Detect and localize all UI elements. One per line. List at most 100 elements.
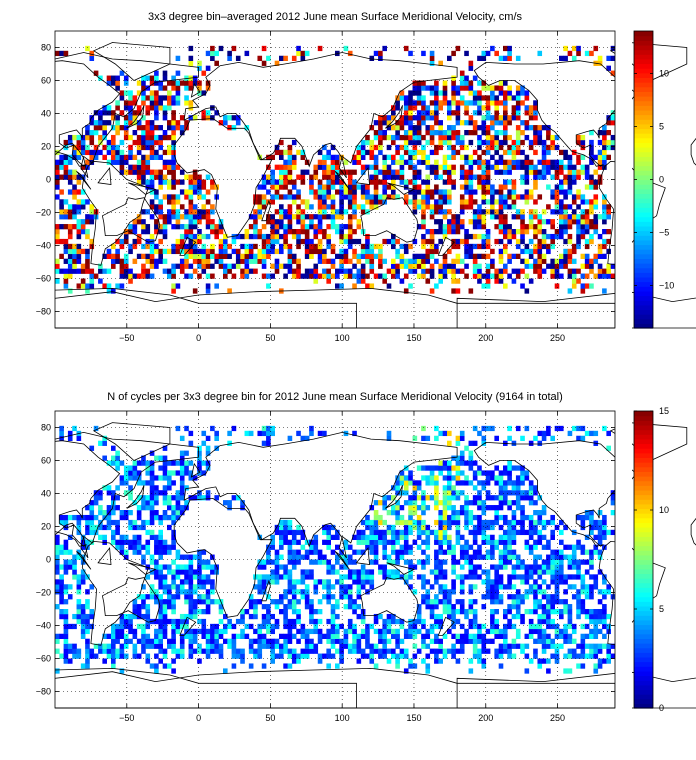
heatmap-bin (391, 653, 396, 659)
heatmap-bin (287, 544, 293, 550)
heatmap-bin (154, 100, 159, 106)
heatmap-bin (270, 539, 275, 545)
heatmap-bin (102, 144, 107, 151)
heatmap-bin (145, 658, 151, 664)
heatmap-bin (434, 219, 439, 225)
heatmap-bin (468, 130, 474, 136)
heatmap-bin (93, 130, 99, 136)
heatmap-bin (455, 258, 461, 264)
heatmap-bin (459, 623, 465, 630)
heatmap-bin (610, 529, 616, 536)
heatmap-bin (132, 549, 138, 555)
heatmap-bin (485, 549, 491, 555)
colorbar-segment (634, 323, 653, 329)
heatmap-bin (373, 648, 379, 654)
heatmap-bin (248, 224, 254, 230)
heatmap-bin (373, 253, 379, 259)
heatmap-bin (274, 268, 280, 274)
heatmap-bin (296, 189, 301, 195)
heatmap-bin (438, 618, 443, 625)
heatmap-bin (442, 268, 448, 274)
heatmap-bin (162, 609, 168, 615)
heatmap-bin (589, 263, 594, 269)
heatmap-bin (416, 505, 422, 511)
heatmap-bin (240, 628, 245, 635)
heatmap-bin (382, 554, 387, 560)
heatmap-bin (511, 554, 517, 560)
heatmap-bin (270, 569, 275, 575)
heatmap-bin (511, 604, 517, 610)
heatmap-bin (167, 194, 172, 200)
heatmap-bin (391, 194, 396, 200)
heatmap-bin (270, 638, 275, 644)
heatmap-bin (434, 105, 439, 111)
heatmap-bin (63, 584, 69, 590)
heatmap-bin (485, 229, 491, 235)
heatmap-bin (231, 653, 237, 659)
heatmap-bin (192, 204, 198, 210)
heatmap-bin (421, 224, 426, 230)
heatmap-bin (451, 263, 456, 269)
heatmap-bin (347, 199, 353, 205)
heatmap-bin (537, 268, 543, 274)
heatmap-bin (511, 253, 517, 259)
heatmap-bin (67, 174, 73, 180)
heatmap-bin (80, 628, 86, 635)
colorbar-segment (634, 276, 653, 283)
heatmap-bin (511, 500, 517, 506)
heatmap-bin (89, 214, 95, 220)
heatmap-bin (459, 204, 465, 210)
heatmap-bin (214, 50, 219, 57)
heatmap-bin (408, 584, 413, 590)
heatmap-bin (481, 164, 487, 170)
heatmap-bin (490, 589, 495, 595)
heatmap-bin (593, 184, 599, 190)
heatmap-bin (477, 529, 482, 536)
heatmap-bin (494, 594, 499, 600)
heatmap-bin (455, 149, 461, 156)
heatmap-bin (145, 154, 151, 160)
heatmap-bin (464, 144, 469, 151)
heatmap-bin (593, 618, 599, 625)
heatmap-bin (145, 258, 151, 264)
heatmap-bin (399, 648, 405, 654)
heatmap-bin (507, 134, 512, 141)
heatmap-bin (55, 633, 60, 639)
heatmap-bin (378, 273, 383, 279)
heatmap-bin (589, 524, 594, 531)
heatmap-bin (300, 633, 306, 639)
heatmap-bin (179, 125, 185, 131)
colorbar-segment (634, 286, 653, 292)
heatmap-bin (111, 534, 116, 540)
heatmap-bin (490, 495, 495, 501)
heatmap-bin (416, 224, 422, 230)
heatmap-bin (416, 115, 422, 121)
heatmap-bin (378, 500, 383, 506)
heatmap-bin (188, 263, 194, 269)
heatmap-bin (528, 574, 534, 580)
heatmap-bin (498, 189, 504, 195)
heatmap-bin (227, 50, 232, 57)
heatmap-bin (472, 584, 478, 590)
heatmap-bin (378, 130, 383, 136)
heatmap-bin (145, 574, 151, 580)
heatmap-bin (477, 110, 482, 116)
heatmap-bin (149, 105, 155, 111)
heatmap-bin (360, 273, 366, 279)
heatmap-bin (283, 55, 288, 61)
heatmap-bin (339, 248, 344, 255)
heatmap-bin (399, 253, 405, 259)
heatmap-bin (158, 599, 163, 605)
heatmap-bin (72, 253, 77, 259)
heatmap-bin (145, 110, 151, 116)
heatmap-bin (115, 248, 120, 255)
heatmap-bin (429, 50, 435, 57)
heatmap-bin (490, 638, 495, 644)
heatmap-bin (231, 273, 237, 279)
heatmap-bin (533, 233, 538, 240)
heatmap-bin (481, 510, 487, 516)
heatmap-bin (412, 204, 418, 210)
heatmap-bin (162, 500, 168, 506)
heatmap-bin (576, 594, 581, 600)
heatmap-bin (472, 648, 478, 654)
